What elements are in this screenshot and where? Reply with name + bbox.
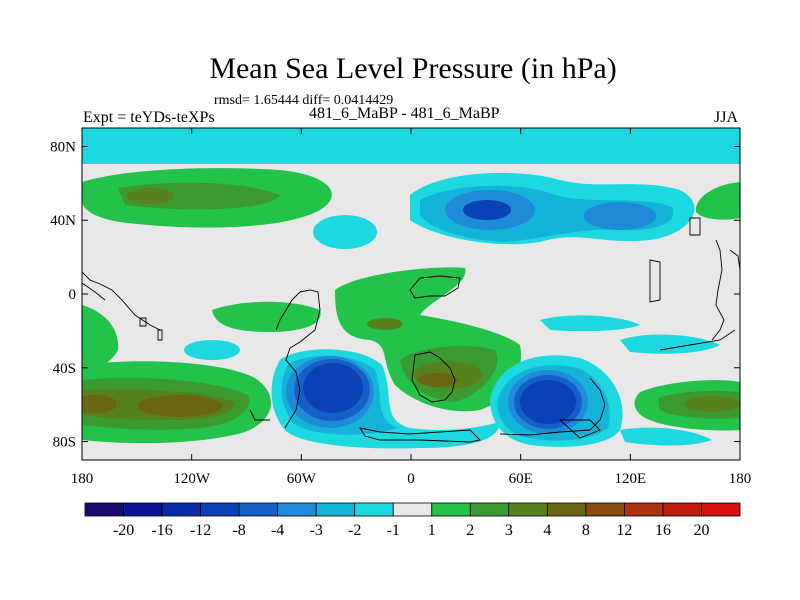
colorbar-label: -3: [310, 522, 323, 539]
season-label: JJA: [714, 109, 739, 126]
x-tick-label: 120E: [614, 471, 646, 487]
coastlines: [82, 217, 740, 443]
colorbar-label: 2: [466, 522, 474, 539]
colorbar: [84, 502, 741, 517]
colorbar-label: -12: [190, 522, 211, 539]
colorbar-swatch: [469, 502, 510, 517]
y-ticks: [82, 145, 740, 443]
colorbar-swatch: [585, 502, 625, 517]
colorbar-label: 16: [655, 522, 671, 539]
south-atlantic-low: [271, 349, 500, 449]
colorbar-label: -16: [151, 522, 172, 539]
colorbar-swatch: [238, 502, 279, 517]
colorbar-swatch: [84, 502, 124, 517]
tropical-high: [335, 267, 521, 412]
colorbar-swatch: [161, 502, 201, 517]
x-tick-label: 0: [407, 471, 415, 487]
x-ticks: [81, 128, 741, 460]
colorbar-label: 1: [428, 522, 436, 539]
ne-green: [695, 182, 740, 220]
x-tick-label: 60W: [287, 471, 317, 487]
chart-title: Mean Sea Level Pressure (in hPa): [209, 52, 617, 85]
colorbar-swatch: [662, 502, 702, 517]
x-tick-label: 180: [729, 471, 752, 487]
indian-cyan: [540, 315, 640, 332]
colorbar-label: -20: [113, 522, 134, 539]
colorbar-label: 8: [582, 522, 590, 539]
cyan-patch: [313, 215, 377, 249]
colorbar-swatch: [392, 502, 433, 517]
experiment-label: Expt = teYDs-teXPs: [83, 109, 215, 126]
north-pacific-high: [82, 168, 332, 228]
colorbar-label: 12: [616, 522, 632, 539]
colorbar-swatch: [123, 502, 163, 517]
colorbar-swatch: [508, 502, 548, 517]
colorbar-label: 3: [505, 522, 513, 539]
colorbar-label: 20: [693, 522, 709, 539]
x-tick-label: 120W: [173, 471, 211, 487]
y-tick-label: 80S: [53, 435, 76, 451]
colorbar-label: -1: [387, 522, 400, 539]
colorbar-label: -4: [271, 522, 284, 539]
colorbar-label: 4: [543, 522, 551, 539]
y-tick-labels: 80N 40N 0 40S 80S: [50, 139, 76, 450]
south-indian-low: [490, 355, 623, 447]
sw-pacific-high: [634, 380, 740, 431]
pacific-green: [212, 301, 321, 332]
colorbar-swatch: [546, 502, 587, 517]
colorbar-labels: -20 -16 -12 -8 -4 -3 -2 -1 1 2 3 4 8 12 16 20: [113, 522, 710, 539]
south-pacific-high: [82, 361, 272, 444]
antarctic-cyan: [620, 427, 712, 446]
tasman-cyan: [620, 334, 720, 354]
cyan-patch: [184, 340, 240, 360]
x-tick-label: 180: [71, 471, 94, 487]
eurasia-low: [410, 172, 695, 245]
colorbar-swatch: [701, 502, 741, 517]
colorbar-label: -8: [232, 522, 245, 539]
y-tick-label: 0: [69, 287, 77, 303]
colorbar-swatch: [624, 502, 664, 517]
colorbar-swatch: [354, 502, 394, 517]
colorbar-swatch: [277, 502, 317, 517]
rmsd-diff-stats: rmsd= 1.65444 diff= 0.0414429: [214, 93, 394, 108]
x-tick-label: 60E: [509, 471, 533, 487]
colorbar-swatch: [431, 502, 471, 517]
y-tick-label: 80N: [50, 139, 76, 155]
comparison-label: 481_6_MaBP - 481_6_MaBP: [309, 105, 500, 122]
y-tick-label: 40N: [50, 213, 76, 229]
colorbar-swatch: [315, 502, 356, 517]
wpacific-green: [82, 305, 119, 369]
colorbar-label: -2: [348, 522, 361, 539]
colorbar-swatch: [200, 502, 240, 517]
x-tick-labels: 180 120W 60W 0 60E 120E 180: [71, 471, 752, 487]
y-tick-label: 40S: [53, 361, 76, 377]
